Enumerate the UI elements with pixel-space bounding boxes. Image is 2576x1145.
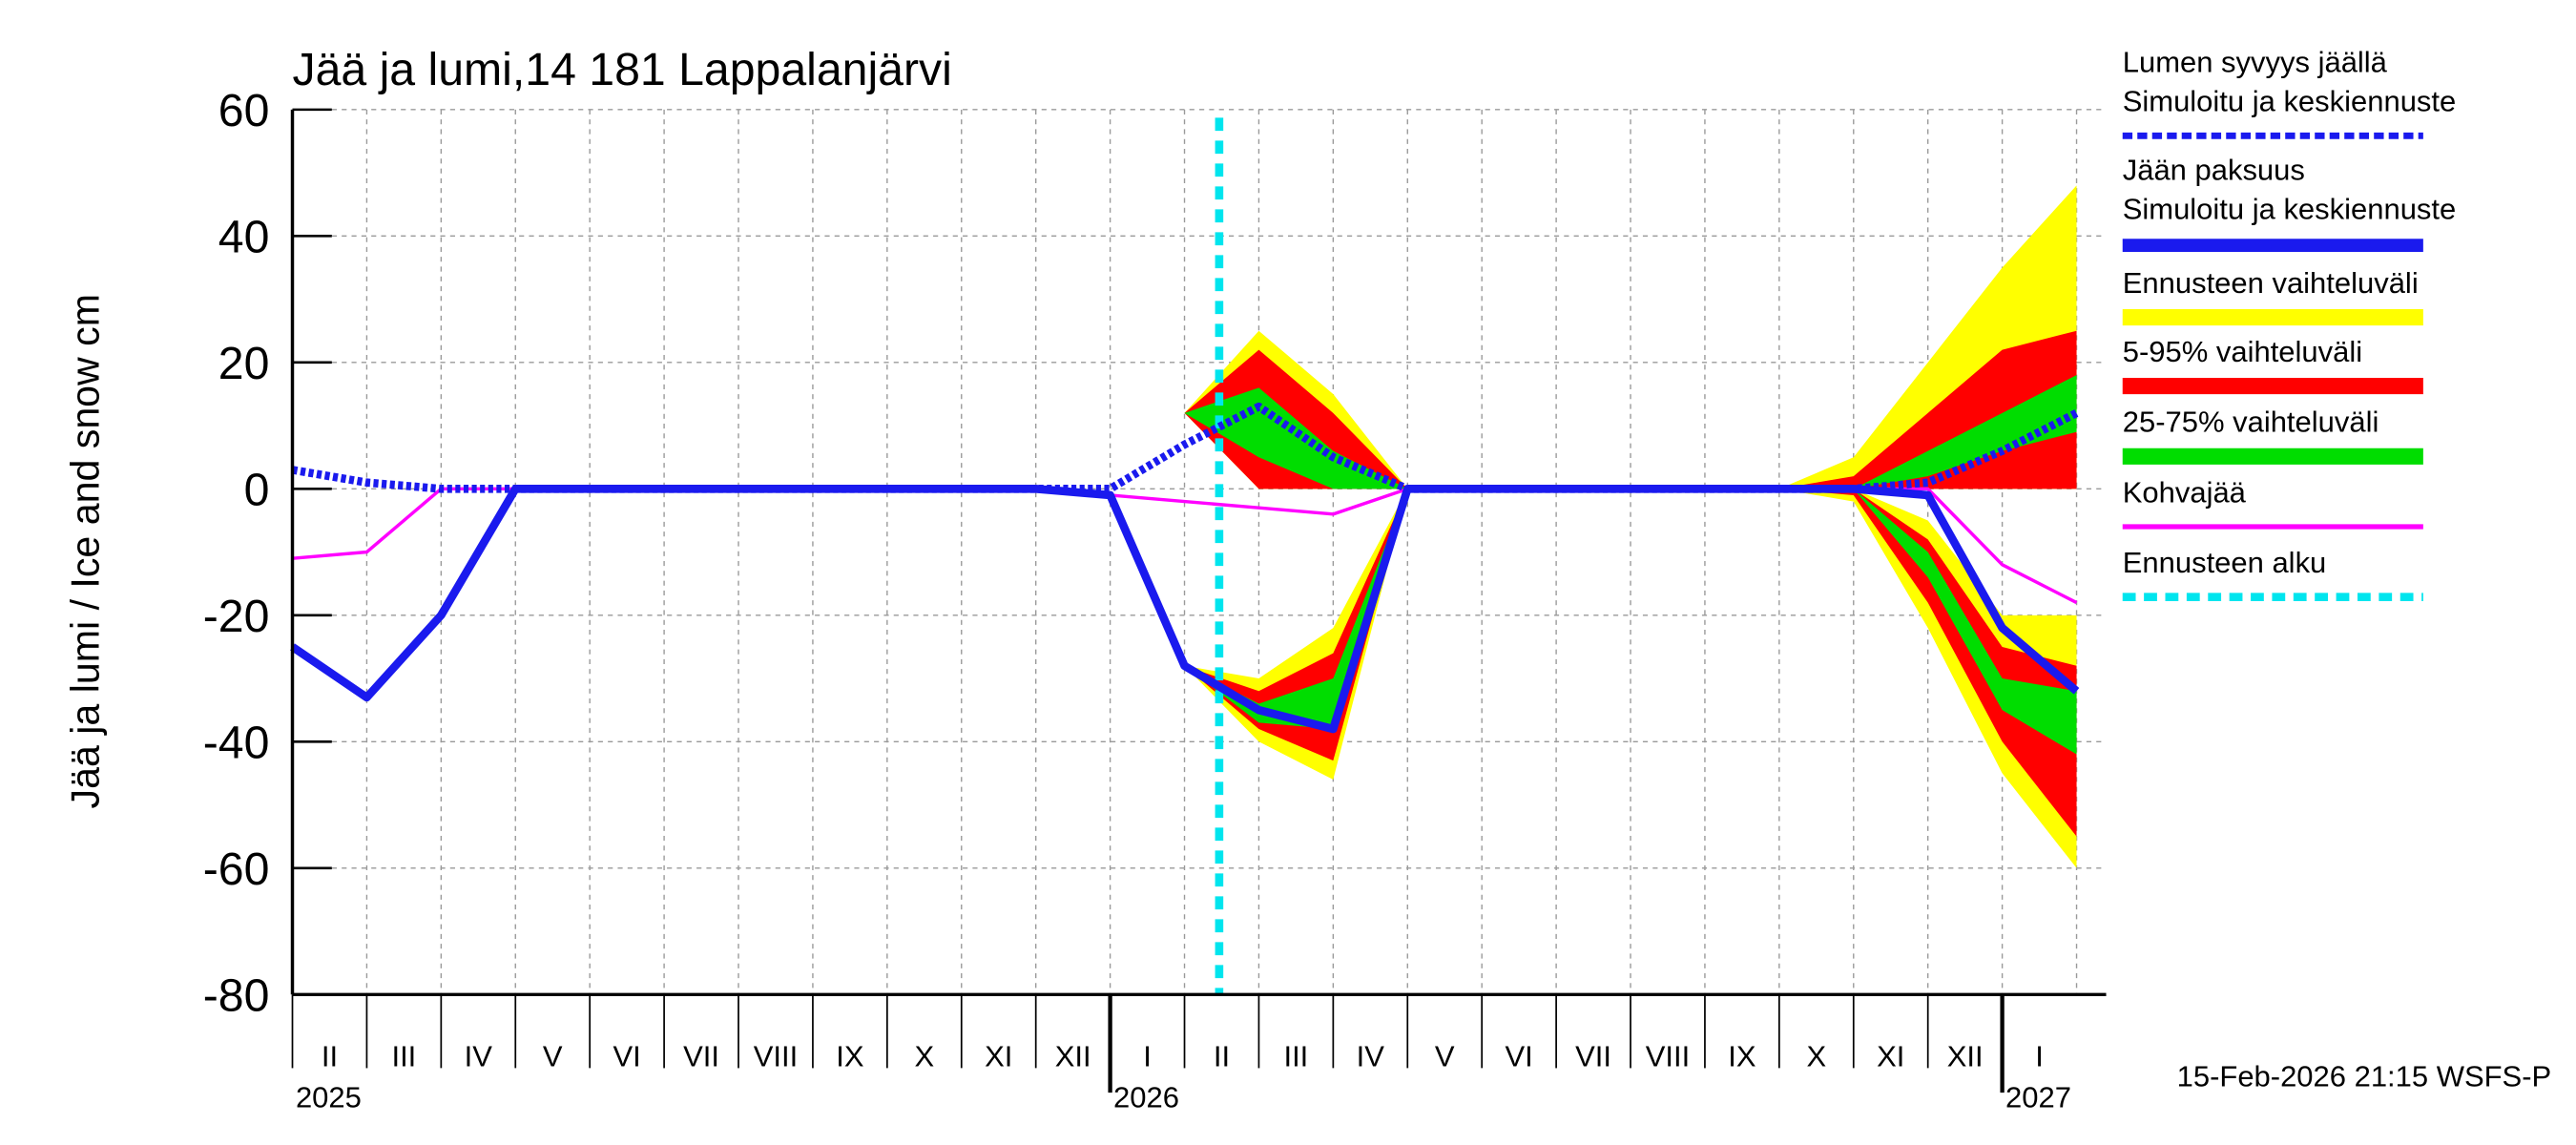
x-tick-label: IX (1728, 1040, 1755, 1073)
x-tick-label: VIII (1646, 1040, 1690, 1073)
x-tick-label: XII (1947, 1040, 1984, 1073)
legend-label: Kohvajää (2123, 475, 2247, 509)
legend-sublabel: Simuloitu ja keskiennuste (2123, 193, 2457, 226)
y-tick-label: 20 (218, 338, 270, 389)
legend-label: Jään paksuus (2123, 154, 2305, 187)
x-tick-label: III (1283, 1040, 1308, 1073)
y-tick-label: 60 (218, 85, 270, 136)
x-tick-label: X (914, 1040, 934, 1073)
x-tick-label: I (2035, 1040, 2044, 1073)
legend-label: Lumen syvyys jäällä (2123, 45, 2388, 78)
y-tick-label: 40 (218, 212, 270, 263)
legend-label: Ennusteen vaihteluväli (2123, 266, 2419, 300)
x-tick-label: IV (1357, 1040, 1385, 1073)
x-tick-label: VI (613, 1040, 641, 1073)
x-tick-label: VI (1506, 1040, 1533, 1073)
x-tick-label: IV (465, 1040, 493, 1073)
year-label: 2025 (296, 1081, 362, 1114)
x-tick-label: VII (683, 1040, 719, 1073)
legend-label: 25-75% vaihteluväli (2123, 406, 2379, 439)
y-tick-label: -20 (203, 591, 270, 642)
y-axis-label: Jää ja lumi / Ice and snow cm (63, 294, 107, 808)
plot-area (290, 108, 2107, 996)
y-tick-label: -80 (203, 970, 270, 1022)
legend-label: 5-95% vaihteluväli (2123, 335, 2362, 368)
chart-title: Jää ja lumi,14 181 Lappalanjärvi (293, 44, 952, 95)
x-tick-label: IX (836, 1040, 863, 1073)
x-tick-label: XI (1877, 1040, 1904, 1073)
y-tick-label: -60 (203, 843, 270, 895)
x-tick-label: II (322, 1040, 338, 1073)
year-label: 2027 (2005, 1081, 2071, 1114)
series-line (291, 402, 2079, 493)
x-tick-label: III (391, 1040, 416, 1073)
year-label: 2026 (1113, 1081, 1179, 1114)
x-tick-label: XI (985, 1040, 1012, 1073)
footer: 15-Feb-2026 21:15 WSFS-P (2177, 1059, 2552, 1093)
y-tick-label: -40 (203, 718, 270, 769)
forecast-band (1184, 330, 2077, 489)
x-tick-label: VII (1575, 1040, 1611, 1073)
x-tick-label: V (1435, 1040, 1455, 1073)
x-tick-label: XII (1055, 1040, 1091, 1073)
x-tick-label: X (1806, 1040, 1826, 1073)
x-tick-label: II (1214, 1040, 1230, 1073)
x-tick-label: I (1143, 1040, 1152, 1073)
legend-label: Ennusteen alku (2123, 546, 2327, 579)
legend: Lumen syvyys jäällä Simuloitu ja keskienn… (2123, 45, 2457, 601)
x-tick-label: VIII (754, 1040, 798, 1073)
y-tick-label: 0 (244, 465, 270, 516)
legend-sublabel: Simuloitu ja keskiennuste (2123, 85, 2457, 118)
x-tick-label: V (543, 1040, 563, 1073)
